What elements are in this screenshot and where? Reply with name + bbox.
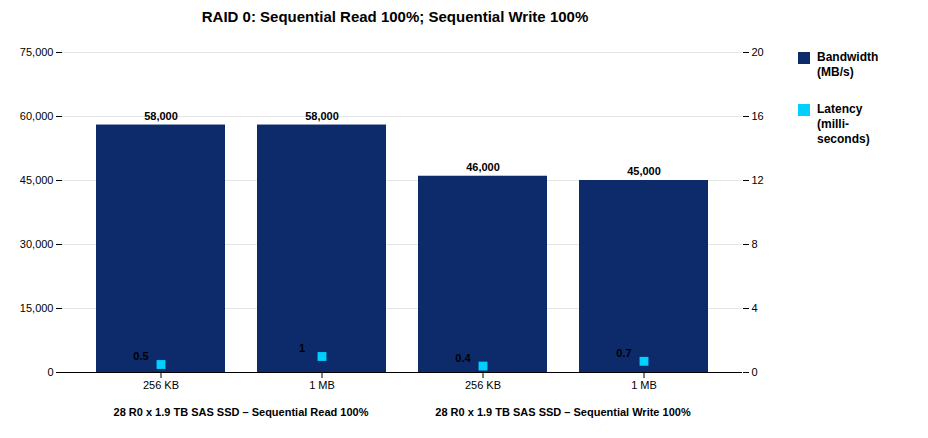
svg-text:20: 20 [752, 46, 764, 58]
svg-text:60,000: 60,000 [20, 110, 54, 122]
svg-text:75,000: 75,000 [20, 46, 54, 58]
svg-text:46,000: 46,000 [466, 161, 500, 173]
svg-text:0: 0 [47, 366, 53, 378]
svg-text:1: 1 [299, 342, 305, 354]
svg-text:0.4: 0.4 [455, 352, 471, 364]
svg-text:1 MB: 1 MB [309, 379, 335, 391]
svg-text:1 MB: 1 MB [631, 379, 657, 391]
svg-text:58,000: 58,000 [144, 110, 178, 122]
svg-text:4: 4 [752, 302, 758, 314]
svg-text:45,000: 45,000 [627, 165, 661, 177]
svg-text:0: 0 [752, 366, 758, 378]
svg-text:16: 16 [752, 110, 764, 122]
svg-text:256 KB: 256 KB [465, 379, 501, 391]
html-text:Bandwidth (MB/s): Bandwidth (MB/s) [817, 50, 879, 79]
html-text:28 R0 x 1.9 TB SAS SSD – Seque: 28 R0 x 1.9 TB SAS SSD – Sequential Writ… [435, 406, 691, 418]
svg-text:45,000: 45,000 [20, 174, 54, 186]
svg-text:256 KB: 256 KB [143, 379, 179, 391]
html-text:Latency (milli- seconds): Latency (milli- seconds) [817, 102, 870, 146]
svg-text:15,000: 15,000 [20, 302, 54, 314]
svg-text:12: 12 [752, 174, 764, 186]
svg-text:0.7: 0.7 [616, 347, 631, 359]
svg-text:0.5: 0.5 [133, 350, 148, 362]
html-text:RAID 0: Sequential Read 100%;: RAID 0: Sequential Read 100%; Sequential… [201, 8, 589, 25]
svg-text:8: 8 [752, 238, 758, 250]
svg-text:58,000: 58,000 [305, 110, 339, 122]
html-text:28 R0 x 1.9 TB SAS SSD – Seque: 28 R0 x 1.9 TB SAS SSD – Sequential Read… [113, 406, 369, 418]
svg-text:30,000: 30,000 [20, 238, 54, 250]
